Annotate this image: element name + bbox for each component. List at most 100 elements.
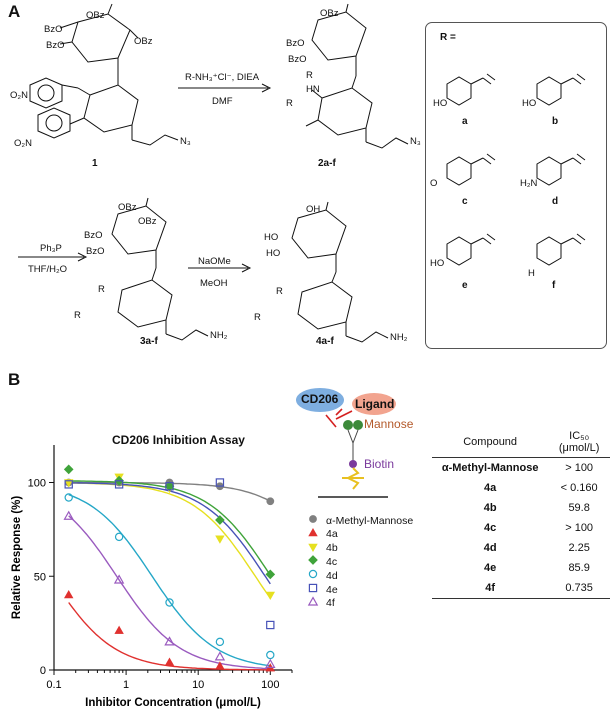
data-point-4f xyxy=(214,651,226,661)
r2-label-2: R xyxy=(286,98,293,109)
table-row: 4a < 0.160 xyxy=(432,478,610,498)
ho-label-4a: HO xyxy=(264,232,279,243)
ho-label-4b: HO xyxy=(266,248,281,259)
table-cell-compound: 4d xyxy=(483,542,497,554)
obz-label-3a: OBz xyxy=(118,202,137,213)
bzo-label-3a: BzO xyxy=(84,230,103,241)
table-row: 4c > 100 xyxy=(432,518,610,538)
ligand-ellipse xyxy=(352,393,396,415)
step2-reagents: Ph₃P xyxy=(40,243,62,254)
legend-marker-icon xyxy=(306,568,320,583)
data-point-4a xyxy=(114,625,124,634)
table-cell-ic50: > 100 xyxy=(565,522,594,534)
n3-label-1: N₃ xyxy=(180,136,191,147)
legend-marker xyxy=(308,543,318,552)
hn-label-2: HN xyxy=(306,84,320,95)
legend-marker-icon xyxy=(306,554,320,569)
nh2-label-4: NH₂ xyxy=(390,332,408,343)
table-cell-ic50: 0.735 xyxy=(548,578,610,599)
r-label-f: f xyxy=(552,280,556,291)
fit-curve-4f xyxy=(68,515,271,670)
sugar-ring-2 xyxy=(311,11,367,61)
obz-label-1a: OBz xyxy=(86,10,105,21)
table-cell-ic50: < 0.160 xyxy=(560,482,598,494)
cd206-label: CD206 xyxy=(301,392,339,406)
r-label-a: a xyxy=(462,116,468,127)
legend-marker-icon xyxy=(306,527,320,542)
data-point-4e xyxy=(266,620,275,630)
y-axis-label: Relative Response (%) xyxy=(11,496,23,620)
n3-label-2: N₃ xyxy=(410,136,421,147)
table-cell-ic50: 59.8 xyxy=(568,502,590,514)
table-cell-compound: 4f xyxy=(432,578,549,599)
data-point-4a xyxy=(164,657,175,666)
table-cell-ic50: 2.25 xyxy=(568,542,590,554)
chart-title: CD206 Inhibition Assay xyxy=(112,433,245,447)
legend-label: 4f xyxy=(326,597,335,610)
step3-solvent: MeOH xyxy=(200,278,228,289)
legend-marker xyxy=(308,527,318,537)
legend-marker-icon xyxy=(306,596,320,611)
cyclohexane-4 xyxy=(297,281,353,330)
r-group-box xyxy=(425,22,607,349)
cd206-ellipse xyxy=(296,388,344,412)
panel-b-letter: B xyxy=(8,370,21,389)
data-point-4b xyxy=(215,535,225,544)
r2-label-4: R xyxy=(254,312,261,323)
data-point-4d xyxy=(215,637,225,647)
data-point-4c xyxy=(164,481,175,492)
ic50-table: Compound IC₅₀ (μmol/L) α-Methyl-Mannose >… xyxy=(432,427,610,599)
legend-item: 4a xyxy=(306,527,338,542)
no2-label-1b: O₂N xyxy=(14,138,32,149)
x-tick-label: 1 xyxy=(123,679,129,691)
r-b-ho: HO xyxy=(522,98,537,109)
ligand-label: Ligand xyxy=(355,397,395,411)
table-cell-compound: 4a xyxy=(484,482,497,494)
fit-curve-4d xyxy=(68,494,271,667)
bzo-label-3b: BzO xyxy=(86,246,105,257)
compound-1-label: 1 xyxy=(92,158,98,169)
bzo-label-1b: BzO xyxy=(46,40,65,51)
r-d-h2n: H₂N xyxy=(520,178,538,189)
data-point-4d xyxy=(114,532,124,542)
cyclohexane-2 xyxy=(317,87,373,136)
legend-marker xyxy=(309,515,317,523)
data-point-4c xyxy=(63,464,74,475)
legend-marker xyxy=(308,555,318,566)
r-label-c: c xyxy=(462,196,468,207)
table-row: 4e 85.9 xyxy=(432,558,610,578)
legend-label: α-Methyl-Mannose xyxy=(326,514,414,527)
mannose-label: Mannose xyxy=(364,417,414,431)
data-point-4b xyxy=(265,591,276,601)
nitrophenyl-ring-top xyxy=(29,77,63,109)
data-point-4e xyxy=(215,478,225,487)
r-c-o: O xyxy=(430,178,438,189)
cyclohexane-3 xyxy=(117,279,173,328)
legend-marker xyxy=(308,583,318,593)
bzo-label-2b: BzO xyxy=(288,54,307,65)
table-cell-compound: α-Methyl-Mannose xyxy=(441,462,539,474)
legend-item: α-Methyl-Mannose xyxy=(306,513,413,528)
fit-curve-4c xyxy=(68,480,271,576)
x-axis-label: Inhibitor Concentration (μmol/L) xyxy=(85,697,261,709)
y-tick-label: 100 xyxy=(28,478,46,490)
table-cell-compound: 4e xyxy=(484,562,497,574)
ic50-header-unit: (μmol/L) xyxy=(558,442,600,454)
data-point-4a xyxy=(64,589,74,599)
x-tick-label: 100 xyxy=(261,679,279,691)
nh2-label-3: NH₂ xyxy=(210,330,228,341)
data-point-4c xyxy=(215,515,225,525)
r-label-4: R xyxy=(276,286,283,297)
compound-2-label: 2a-f xyxy=(318,158,336,169)
step3-reagents: NaOMe xyxy=(198,256,231,267)
data-point-4d xyxy=(266,650,275,660)
legend-label: 4a xyxy=(326,528,338,541)
table-row: 4b 59.8 xyxy=(432,498,610,518)
table-cell-ic50: 85.9 xyxy=(568,562,590,574)
r-label-d: d xyxy=(552,196,559,207)
obz-label-2a: OBz xyxy=(320,8,339,19)
r-f-nh: H xyxy=(528,268,535,279)
legend-item: 4f xyxy=(306,596,335,611)
table-cell-ic50: > 100 xyxy=(565,462,594,474)
data-point-4d xyxy=(64,493,73,502)
